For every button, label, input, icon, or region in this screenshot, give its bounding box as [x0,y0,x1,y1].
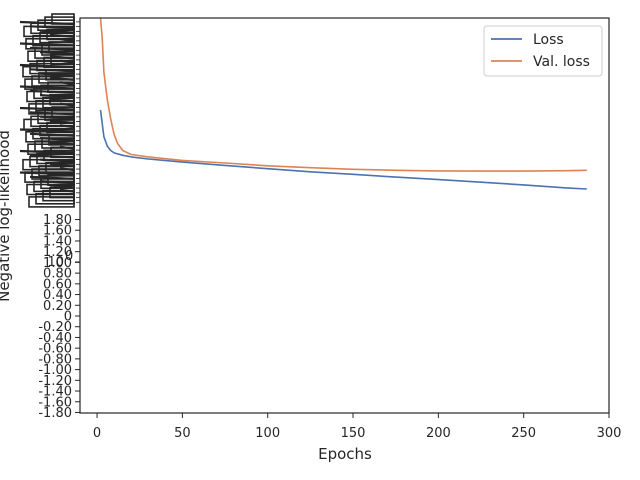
x-tick-label: 250 [511,426,536,441]
y-tick-label: 0.20 [43,299,72,314]
series-line-1 [99,17,587,172]
y-tick-label: 0 [64,310,72,325]
y-tick-label-clutter [29,175,75,180]
y-tick-label-clutter [29,89,75,94]
y-tick-label-clutter [29,111,75,116]
y-tick-label: -0.40 [38,331,72,346]
y-tick-label-clutter [49,162,75,167]
y-tick-label: -1.00 [38,363,72,378]
y-tick-label-clutter [29,154,75,159]
plot-area [80,18,609,413]
y-axis-label: Negative log-likelihood [0,130,13,302]
x-axis: 0 50 100 150 200 250 300 [93,413,621,441]
y-tick-label-clutter [29,25,75,30]
y-tick-label: 0.80 [43,267,72,282]
y-tick-label: 1.80 [43,213,72,228]
y-tick-label: 1.40 [43,234,72,249]
y-tick-label-clutter [59,145,75,150]
legend-entry: Loss [533,32,564,48]
y-tick-label-clutter [39,158,75,163]
y-tick-label-clutter [19,128,75,133]
y-tick-label-clutter [19,149,75,155]
y-tick-label-clutter [19,20,75,26]
y-tick-label: 0.40 [43,288,72,303]
series-line-0 [99,109,587,190]
y-tick-label: -1.80 [38,406,72,421]
y-tick-label-clutter [29,132,75,137]
y-tick-label: -0.20 [38,320,72,335]
y-tick-label: 1.60 [43,224,72,239]
y-tick-label-clutter [35,193,75,205]
y-tick-label-clutter [49,76,75,81]
y-tick-label-clutter [59,188,75,193]
y-tick-label-clutter [39,137,75,142]
y-tick-label-clutter [39,115,75,120]
x-tick-label: 150 [341,426,366,441]
y-tick-label: 1.00 [43,256,72,271]
y-tick-label: 1.20 [43,245,72,260]
y-tick-label-clutter [39,51,75,56]
y-tick-label-clutter [49,98,75,103]
plot-frame [79,17,610,414]
y-tick-label-clutter [19,85,75,90]
x-tick-label: 100 [255,426,280,441]
y-tick-label-clutter [42,189,75,202]
series-layer [99,17,587,190]
y-tick-label-clutter [49,119,75,124]
y-tick-label-clutter [29,46,75,51]
y-tick-label-clutter [49,33,75,38]
y-tick-label-clutter [39,180,75,185]
y-tick-label-clutter [49,55,75,60]
x-tick-label: 50 [174,426,191,441]
x-tick-label: 0 [93,426,101,441]
y-tick-label: -1.20 [38,374,72,389]
y-tick-label-clutter [59,124,75,129]
y-tick-label-clutter [19,106,75,112]
y-tick-label-clutter [19,63,75,69]
legend: Loss Val. loss [483,25,603,77]
y-tick-label-exponent: 0 [65,249,73,264]
x-tick-label: 200 [426,426,451,441]
y-tick-label-clutter [59,38,75,43]
y-axis: -1.80-1.60-1.40-1.20-1.00-0.80-0.60-0.40… [19,13,80,421]
y-tick-label-clutter [49,184,75,189]
y-tick-label-clutter [59,59,75,64]
y-tick-label-clutter [39,72,75,77]
y-tick-label-clutter [39,29,75,34]
legend-entry: Val. loss [533,54,590,70]
y-tick-label: 0.60 [43,277,72,292]
y-tick-label-clutter [49,141,75,146]
y-tick-label-clutter [19,42,75,47]
y-tick-label-clutter [29,68,75,73]
y-tick-label: -0.60 [38,342,72,357]
y-tick-label-clutter [19,171,75,176]
x-axis-label: Epochs [318,445,372,463]
y-tick-label-clutter [59,167,75,172]
y-tick-label-clutter [59,102,75,107]
x-tick-label: 300 [597,426,622,441]
y-tick-label: -1.40 [38,385,72,400]
y-tick-label: -0.80 [38,352,72,367]
y-tick-label-clutter [28,196,75,208]
y-tick-label-power: 10 [47,255,64,270]
y-tick-label: -1.60 [38,395,72,410]
y-tick-label-clutter [59,81,75,86]
y-tick-label-clutter [39,94,75,99]
